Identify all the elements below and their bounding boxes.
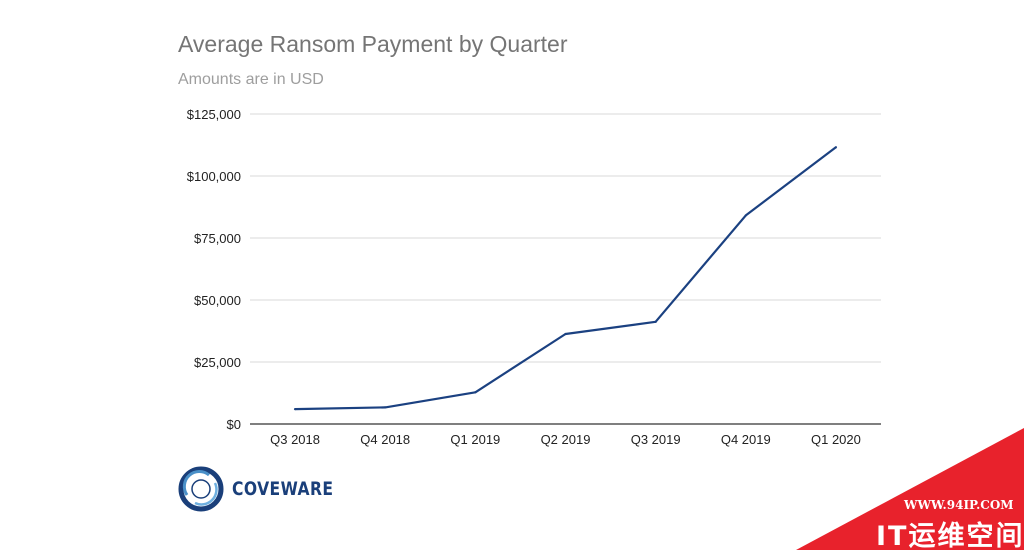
data-point (654, 320, 657, 323)
chart-subtitle: Amounts are in USD (178, 71, 324, 88)
coveware-logo: COVEWARE (178, 466, 356, 512)
chart-title: Average Ransom Payment by Quarter (178, 31, 568, 57)
data-point (474, 391, 477, 394)
x-tick-label: Q4 2019 (721, 432, 771, 447)
x-tick-label: Q1 2019 (450, 432, 500, 447)
watermark-url: WWW.94IP.COM (904, 498, 1014, 512)
watermark-name: IT运维空间 (876, 521, 1024, 550)
data-point (564, 332, 567, 336)
x-tick-label: Q4 2018 (360, 432, 410, 447)
x-tick-label: Q2 2019 (541, 432, 591, 447)
y-tick-label: $75,000 (194, 231, 241, 246)
x-axis-ticks: Q3 2018 Q4 2018 Q1 2019 Q2 2019 Q3 2019 Q4 20… (270, 432, 861, 447)
y-tick-label: $25,000 (194, 355, 241, 370)
series-layer (293, 146, 838, 411)
data-point (384, 406, 387, 409)
data-point (744, 214, 747, 217)
y-tick-label: $50,000 (194, 293, 241, 308)
y-axis-ticks: $0 $25,000 $50,000 $75,000 $100,000 $125,000 (187, 107, 241, 432)
x-tick-label: Q3 2019 (631, 432, 681, 447)
logo-text: COVEWARE (232, 478, 334, 500)
y-tick-label: $0 (227, 417, 241, 432)
data-point (293, 408, 297, 411)
x-tick-label: Q1 2020 (811, 432, 861, 447)
data-point (834, 146, 838, 149)
x-tick-label: Q3 2018 (270, 432, 320, 447)
gridlines (250, 113, 881, 425)
coveware-ring-logo-icon (178, 466, 224, 512)
y-tick-label: $125,000 (187, 107, 241, 122)
y-tick-label: $100,000 (187, 169, 241, 184)
